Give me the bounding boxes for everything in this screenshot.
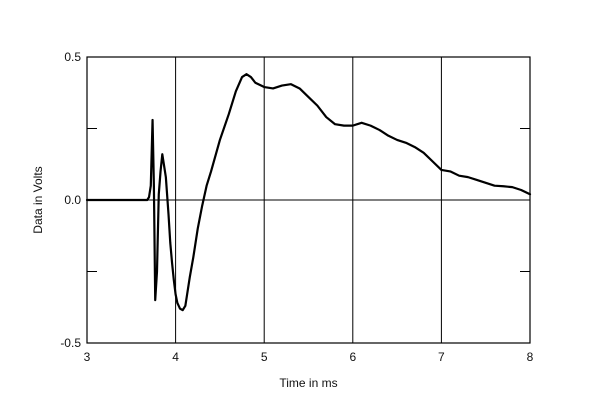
- y-tick-label: 0.5: [64, 50, 81, 64]
- series-line: [85, 73, 532, 312]
- tick-marks: [87, 128, 530, 272]
- x-tick-label: 4: [172, 350, 179, 364]
- x-tick-label: 3: [84, 350, 91, 364]
- x-axis-title: Time in ms: [279, 376, 337, 390]
- x-tick-label: 5: [261, 350, 268, 364]
- y-tick-label: 0.0: [64, 193, 81, 207]
- plot-frame: [86, 56, 531, 344]
- y-axis-title: Data in Volts: [31, 166, 45, 233]
- x-tick-label: 6: [349, 350, 356, 364]
- x-tick-label: 7: [438, 350, 445, 364]
- tick-labels: 3 4 5 6 7 8 -0.5 0.0 0.5: [60, 50, 533, 364]
- x-tick-label: 8: [527, 350, 534, 364]
- y-tick-label: -0.5: [60, 336, 81, 350]
